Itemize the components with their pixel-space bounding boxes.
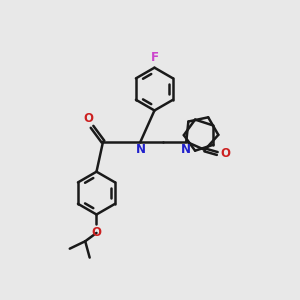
Text: N: N: [136, 143, 146, 156]
Text: F: F: [151, 51, 158, 64]
Text: O: O: [92, 226, 101, 239]
Text: O: O: [221, 147, 231, 160]
Text: O: O: [83, 112, 94, 125]
Text: N: N: [181, 143, 191, 156]
